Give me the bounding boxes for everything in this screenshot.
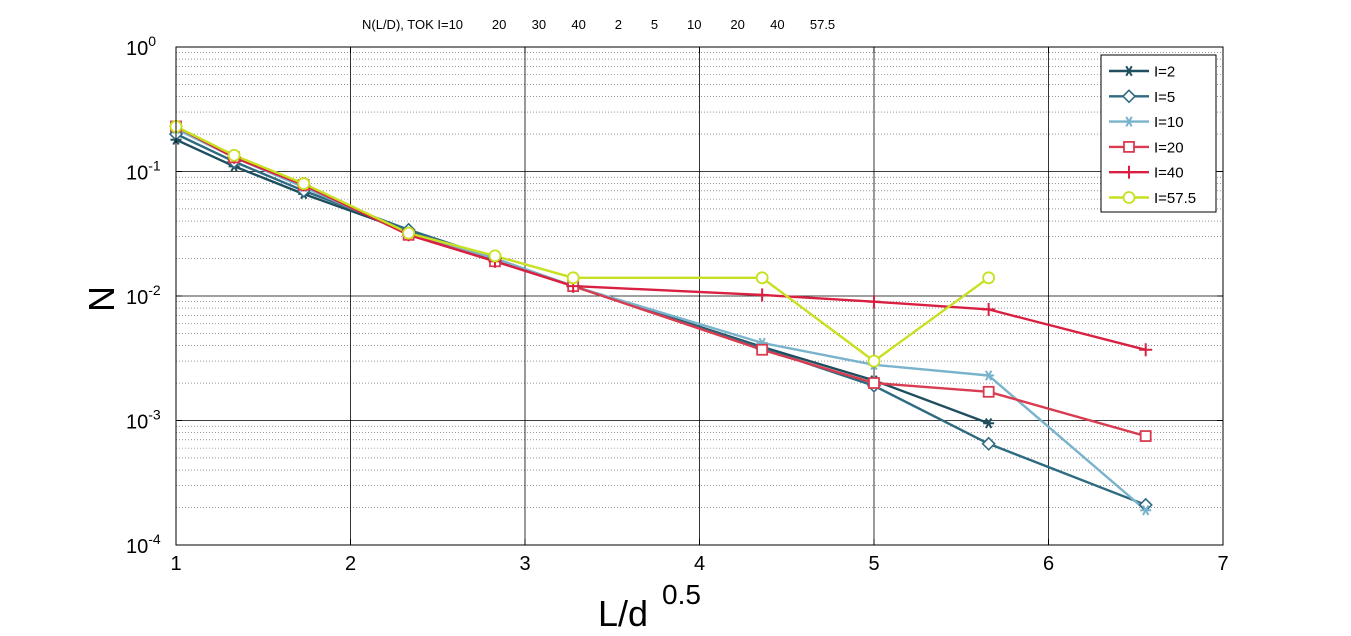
data-point [227,148,241,162]
x-tick-label: 2 [345,553,356,575]
y-tick-label: 10-1 [126,158,161,185]
data-point [1140,505,1152,516]
y-tick-label: 10-3 [126,407,161,434]
legend-marker [1123,140,1135,153]
data-point [756,343,769,356]
marker-shape [981,436,996,451]
legend-marker [1121,89,1137,104]
data-point [402,226,416,240]
marker-shape [868,377,880,389]
legend-label: I=40 [1154,165,1184,182]
data-point [982,271,996,285]
data-point [297,177,311,190]
x-tick-label: 4 [694,553,705,575]
legend-marker [1122,165,1136,179]
marker-shape [982,271,996,285]
marker-stroke [985,370,993,381]
y-tick-label: 10-4 [126,531,161,558]
marker-shape [566,271,580,285]
x-tick-label: 5 [868,553,879,575]
axis-ticks [175,46,1224,546]
marker-shape [1122,191,1136,204]
legend: I=2 I=5 I=10 I=20 I=40 I=57.5 [1100,54,1217,213]
marker-shape [488,249,502,263]
marker-shape [755,271,769,285]
data-point [867,295,881,309]
legend-box [1100,54,1217,213]
data-point [566,271,580,285]
data-point [1139,343,1153,357]
series-lines [175,125,1147,512]
data-point [755,288,769,302]
data-point [983,370,995,381]
marker-shape [867,354,881,368]
legend-marker [1122,191,1136,204]
legend-label: I=10 [1154,114,1184,131]
x-tick-label: 6 [1043,553,1054,575]
legend-marker [1123,116,1135,127]
data-point [981,436,996,451]
data-point [867,354,881,368]
data-point [488,249,502,263]
legend-marker [1123,65,1135,77]
marker-shape [1139,430,1152,442]
legend-label: I=5 [1154,89,1175,106]
marker-shape [756,343,769,356]
y-axis-label: N [81,286,122,312]
legend-label: I=57.5 [1154,190,1196,207]
x-tick-label: 3 [519,553,530,575]
x-tick-labels: 1 2 3 4 5 6 7 [170,553,1228,575]
chart-title: N(L/D), TOK I=10 20 30 40 2 5 10 20 40 5… [362,17,835,32]
marker-shape [227,148,241,162]
series-line [175,125,1146,351]
marker-shape [982,385,995,398]
data-point [982,385,995,398]
y-tick-label: 10-2 [126,282,161,309]
marker-shape [297,177,311,190]
data-point [983,418,995,429]
marker-stroke [1125,65,1133,77]
marker-shape [1121,89,1137,104]
y-tick-label: 100 [126,33,156,60]
x-tick-label: 1 [170,553,181,575]
data-point [982,302,996,316]
y-tick-labels: 100 10-1 10-2 10-3 10-4 [126,33,161,558]
marker-stroke [1142,505,1150,516]
series-markers [168,119,1153,516]
legend-label: I=2 [1154,64,1175,81]
marker-stroke [985,418,993,429]
legend-label: I=20 [1154,139,1184,156]
marker-shape [1123,140,1135,153]
data-point [868,377,880,389]
marker-stroke [1125,116,1133,127]
x-tick-label: 7 [1217,553,1228,575]
marker-shape [402,226,416,240]
data-point [1139,430,1152,442]
x-axis-label-exponent: 0.5 [662,579,701,610]
data-point [755,271,769,285]
x-axis-label: L/d [598,593,648,634]
